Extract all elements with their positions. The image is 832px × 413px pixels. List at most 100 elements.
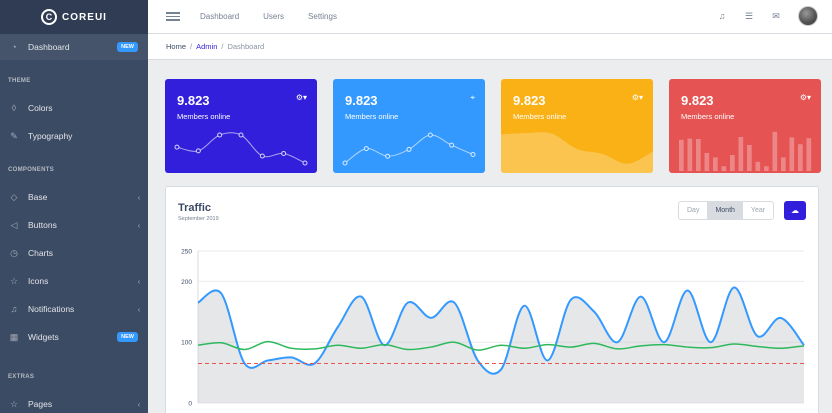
download-button[interactable]: ☁	[784, 201, 806, 220]
avatar[interactable]	[798, 6, 818, 26]
widget-point	[470, 152, 476, 158]
gear-icon[interactable]: ⚙▾	[295, 93, 307, 102]
y-tick-label: 0	[188, 401, 192, 408]
chevron-left-icon: ‹	[137, 304, 141, 314]
sidebar-item-label: Pages	[28, 399, 53, 409]
new-badge: NEW	[117, 42, 138, 52]
range-button-group: Day Month Year	[678, 201, 775, 220]
breadcrumb-admin[interactable]: Admin	[196, 42, 218, 51]
range-year-button[interactable]: Year	[750, 207, 766, 214]
sidebar-item-base[interactable]: ◇ Base ‹	[0, 184, 148, 210]
widget-bar	[789, 137, 795, 171]
coreui-logo-icon: C	[41, 9, 58, 25]
header: Dashboard Users Settings ♫ ☰ ✉	[148, 0, 832, 34]
brand[interactable]: C COREUI	[0, 0, 148, 34]
widget-point	[449, 142, 455, 148]
widget-bar	[696, 139, 701, 171]
widget-bar	[704, 153, 710, 171]
widget-bar-chart	[679, 131, 812, 171]
sidebar-item-label: Widgets	[28, 332, 59, 342]
widget-value: 9.823	[345, 93, 378, 108]
widget-bar	[806, 138, 812, 171]
sidebar-item-label: Base	[28, 192, 48, 202]
sidebar-item-typography[interactable]: ✎ Typography	[0, 123, 148, 149]
widget-point	[259, 153, 265, 159]
widget-point	[342, 160, 348, 166]
widget-bar	[738, 137, 744, 171]
envelope-icon[interactable]: ✉	[772, 10, 780, 21]
widget-point	[217, 132, 223, 138]
header-nav-users[interactable]: Users	[263, 12, 285, 21]
header-actions: ♫ ☰ ✉	[717, 6, 818, 26]
series-area	[198, 287, 804, 403]
widget-label: Members online	[681, 112, 735, 121]
series-line	[197, 286, 805, 375]
sidebar-item-label: Colors	[28, 103, 53, 113]
gear-icon[interactable]: ⚙▾	[799, 93, 811, 102]
widget-card: 9.823 Members online ⌖	[333, 79, 485, 173]
cloud-download-icon: ☁	[791, 206, 799, 215]
sidebar-item-colors[interactable]: ◊ Colors	[0, 95, 148, 121]
sidebar-item-charts[interactable]: ◷ Charts	[0, 240, 148, 266]
widget-bar	[747, 145, 752, 171]
widget-bar	[781, 157, 786, 171]
star-icon: ☆	[9, 398, 19, 409]
location-icon[interactable]: ⌖	[470, 93, 475, 102]
sidebar-item-widgets[interactable]: ▦ Widgets NEW	[0, 324, 148, 350]
bell-icon[interactable]: ♫	[718, 11, 726, 21]
sidebar-item-label: Buttons	[28, 220, 57, 230]
widget-bar	[798, 144, 803, 171]
nav-title-theme: THEME	[8, 78, 31, 84]
widget-bar	[687, 138, 693, 171]
widget-bar	[713, 157, 718, 171]
widget-card: 9.823 Members online ⚙▾	[165, 79, 317, 173]
sidebar-item-buttons[interactable]: ◁ Buttons ‹	[0, 212, 148, 238]
sidebar: C COREUI ◔ Dashboard NEW THEME ◊ Colors …	[0, 0, 148, 413]
widget-sparkline	[342, 132, 476, 166]
brand-name: COREUI	[62, 11, 107, 23]
y-tick-label: 100	[181, 340, 192, 347]
widget-area	[501, 132, 653, 173]
widget-value: 9.823	[513, 93, 546, 108]
traffic-chart: 0 100 200 250	[181, 249, 805, 408]
y-tick-label: 200	[181, 279, 192, 286]
card-subtitle: September 2019	[178, 216, 219, 222]
widget-point	[427, 132, 433, 138]
sidebar-item-label: Charts	[28, 248, 54, 258]
sidebar-item-label: Notifications	[28, 304, 75, 314]
new-badge: NEW	[117, 332, 138, 342]
drop-icon: ◊	[11, 103, 17, 113]
sidebar-item-notifications[interactable]: ♫ Notifications ‹	[0, 296, 148, 322]
widget-label: Members online	[345, 112, 399, 121]
cursor-icon: ◁	[10, 219, 18, 230]
header-nav-dashboard[interactable]: Dashboard	[200, 12, 240, 21]
chevron-left-icon: ‹	[137, 276, 141, 286]
card-title: Traffic	[178, 202, 212, 214]
chevron-left-icon: ‹	[137, 220, 141, 230]
widget-point	[406, 146, 412, 152]
sidebar-item-dashboard[interactable]: ◔ Dashboard NEW	[0, 34, 148, 60]
widget-label: Members online	[513, 112, 567, 121]
range-day-button[interactable]: Day	[687, 207, 700, 214]
breadcrumb-current: Dashboard	[227, 42, 265, 51]
widget-card: 9.823 Members online ⚙▾	[669, 79, 821, 173]
sidebar-item-pages[interactable]: ☆ Pages ‹	[0, 391, 148, 413]
widget-bar	[721, 166, 727, 171]
series-line	[197, 340, 805, 351]
gear-icon[interactable]: ⚙▾	[631, 93, 643, 102]
widget-bar	[772, 131, 778, 171]
hamburger-menu-icon[interactable]	[166, 12, 180, 21]
breadcrumb-separator: /	[221, 42, 224, 51]
widget-value: 9.823	[681, 93, 714, 108]
list-icon[interactable]: ☰	[744, 10, 754, 21]
header-nav-settings[interactable]: Settings	[308, 12, 337, 21]
range-month-button[interactable]: Month	[707, 202, 743, 219]
widget-bar	[679, 139, 684, 171]
chevron-left-icon: ‹	[137, 399, 141, 409]
breadcrumb: Home / Admin / Dashboard	[148, 34, 832, 60]
widget-point	[281, 150, 287, 156]
widget-sparkline	[174, 132, 308, 166]
breadcrumb-home[interactable]: Home	[166, 42, 187, 51]
widget-area-chart	[501, 132, 653, 173]
sidebar-item-icons[interactable]: ☆ Icons ‹	[0, 268, 148, 294]
